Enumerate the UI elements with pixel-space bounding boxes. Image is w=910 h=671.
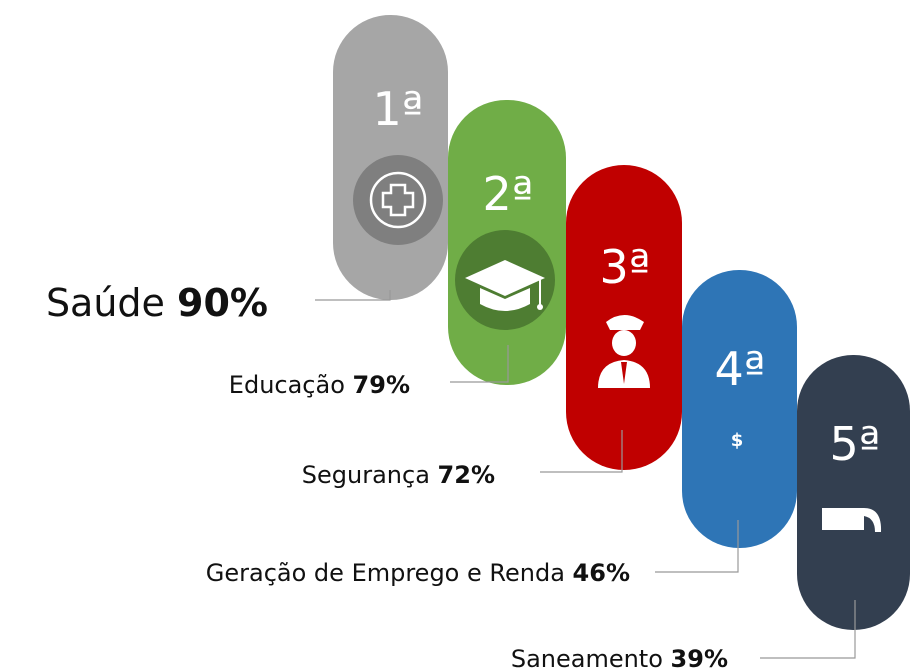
pill (797, 355, 910, 630)
leader-line (315, 290, 391, 301)
rank: 1ª (373, 82, 424, 136)
item-label: Segurança 72% (302, 461, 495, 489)
label-text: Geração de Emprego e Renda (206, 559, 565, 587)
leader-line (540, 430, 623, 473)
label-text: Saúde (46, 281, 165, 325)
item-label: Saneamento 39% (511, 645, 728, 671)
label-text: Saneamento (511, 645, 663, 671)
value-text: 39% (671, 645, 728, 671)
value-text: 79% (353, 371, 410, 399)
education-icon (455, 230, 555, 330)
rank: 2ª (483, 167, 534, 221)
leader-line (655, 520, 739, 573)
item-label: Educação 79% (229, 371, 410, 399)
leader-line (450, 345, 509, 383)
sanitation-icon (822, 508, 882, 532)
label-text: Educação (229, 371, 345, 399)
health-icon (353, 155, 443, 245)
value-text: 46% (573, 559, 630, 587)
item-label: Saúde 90% (46, 281, 268, 325)
label-text: Segurança (302, 461, 430, 489)
rank: 3ª (600, 240, 651, 294)
leader-line (760, 600, 856, 659)
rank: 4ª (715, 342, 766, 396)
value-text: 72% (438, 461, 495, 489)
security-icon (598, 315, 650, 388)
item-label: Geração de Emprego e Renda 46% (206, 559, 630, 587)
pill (682, 270, 797, 548)
rank: 5ª (830, 417, 881, 471)
money-icon: $ (731, 430, 744, 451)
value-text: 90% (177, 281, 268, 325)
